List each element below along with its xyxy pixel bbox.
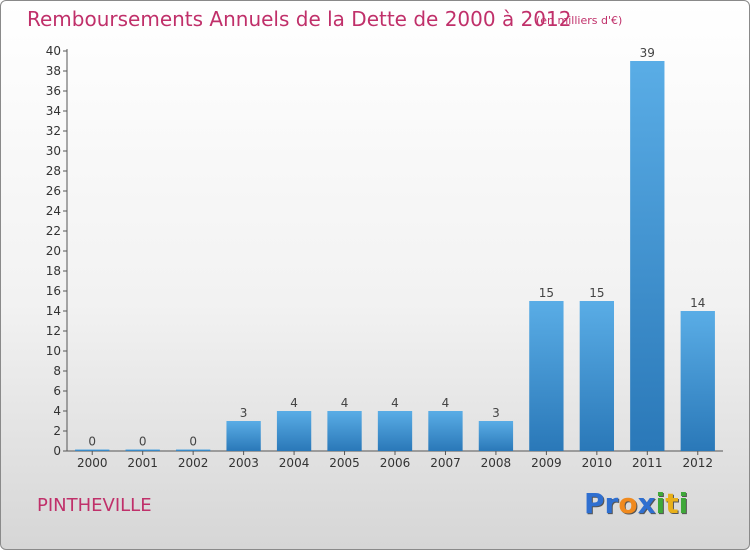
y-tick-label: 26 — [46, 184, 61, 198]
x-tick-label: 2007 — [430, 456, 461, 470]
y-tick-label: 22 — [46, 224, 61, 238]
x-tick-label: 2003 — [228, 456, 259, 470]
x-tick-label: 2012 — [682, 456, 713, 470]
y-tick-label: 0 — [53, 444, 61, 458]
data-label-2003: 3 — [240, 406, 248, 420]
chart-title: Remboursements Annuels de la Dette de 20… — [27, 7, 572, 31]
y-tick-label: 18 — [46, 264, 61, 278]
y-tick-label: 20 — [46, 244, 61, 258]
data-label-2000: 0 — [88, 435, 96, 449]
bar-2000 — [75, 449, 110, 451]
proxiti-logo: Proxiti — [584, 487, 688, 520]
data-label-2011: 39 — [640, 46, 655, 60]
bar-2002 — [175, 449, 211, 451]
logo-letter: P — [584, 487, 605, 520]
bar-2010 — [579, 301, 615, 451]
bars — [75, 61, 715, 451]
y-tick-label: 6 — [53, 384, 61, 398]
logo-letter: x — [637, 487, 656, 520]
bar-2005 — [327, 411, 362, 451]
data-label-2012: 14 — [690, 296, 705, 310]
commune-name: PINTHEVILLE — [37, 495, 152, 516]
logo-letter: t — [665, 487, 679, 520]
bar-2012 — [680, 311, 715, 451]
y-tick-label: 4 — [53, 404, 61, 418]
data-label-2002: 0 — [189, 435, 197, 449]
y-tick-label: 28 — [46, 164, 61, 178]
x-tick-label: 2010 — [582, 456, 613, 470]
y-tick-label: 38 — [46, 64, 61, 78]
bar-2009 — [529, 301, 564, 451]
y-tick-label: 34 — [46, 104, 61, 118]
data-labels: 0 0 0 3 4 4 4 4 3 15 15 39 14 — [88, 46, 705, 449]
bar-2007 — [428, 411, 463, 451]
bar-2006 — [377, 411, 413, 451]
data-label-2001: 0 — [139, 435, 147, 449]
bar-2001 — [125, 449, 160, 451]
x-tick-label: 2001 — [127, 456, 158, 470]
y-tick-label: 10 — [46, 344, 61, 358]
bar-2003 — [226, 421, 261, 451]
data-label-2005: 4 — [341, 396, 349, 410]
unit-label: (en milliers d'€) — [536, 14, 623, 27]
logo-letter: o — [618, 487, 638, 520]
x-tick-label: 2009 — [531, 456, 562, 470]
y-tick-label: 32 — [46, 124, 61, 138]
y-tick-label: 8 — [53, 364, 61, 378]
axes: 0246810121416182022242628303234363840200… — [46, 44, 723, 470]
x-tick-label: 2002 — [178, 456, 209, 470]
bar-2011 — [630, 61, 665, 451]
y-tick-label: 40 — [46, 44, 61, 58]
data-label-2009: 15 — [539, 286, 554, 300]
bar-2004 — [276, 411, 312, 451]
y-tick-label: 12 — [46, 324, 61, 338]
logo-letter: r — [604, 487, 619, 520]
x-tick-label: 2006 — [380, 456, 411, 470]
y-tick-label: 36 — [46, 84, 61, 98]
data-label-2008: 3 — [492, 406, 500, 420]
data-label-2006: 4 — [391, 396, 399, 410]
data-label-2010: 15 — [589, 286, 604, 300]
x-tick-label: 2011 — [632, 456, 663, 470]
x-tick-label: 2005 — [329, 456, 360, 470]
y-tick-label: 14 — [46, 304, 61, 318]
x-tick-label: 2000 — [77, 456, 108, 470]
y-tick-label: 30 — [46, 144, 61, 158]
y-tick-label: 24 — [46, 204, 61, 218]
x-tick-label: 2008 — [481, 456, 512, 470]
data-label-2004: 4 — [290, 396, 298, 410]
x-tick-label: 2004 — [279, 456, 310, 470]
logo-letter: i — [678, 487, 689, 520]
y-tick-label: 16 — [46, 284, 61, 298]
data-label-2007: 4 — [442, 396, 450, 410]
y-tick-label: 2 — [53, 424, 61, 438]
logo-letter: i — [655, 487, 666, 520]
bar-2008 — [478, 421, 514, 451]
